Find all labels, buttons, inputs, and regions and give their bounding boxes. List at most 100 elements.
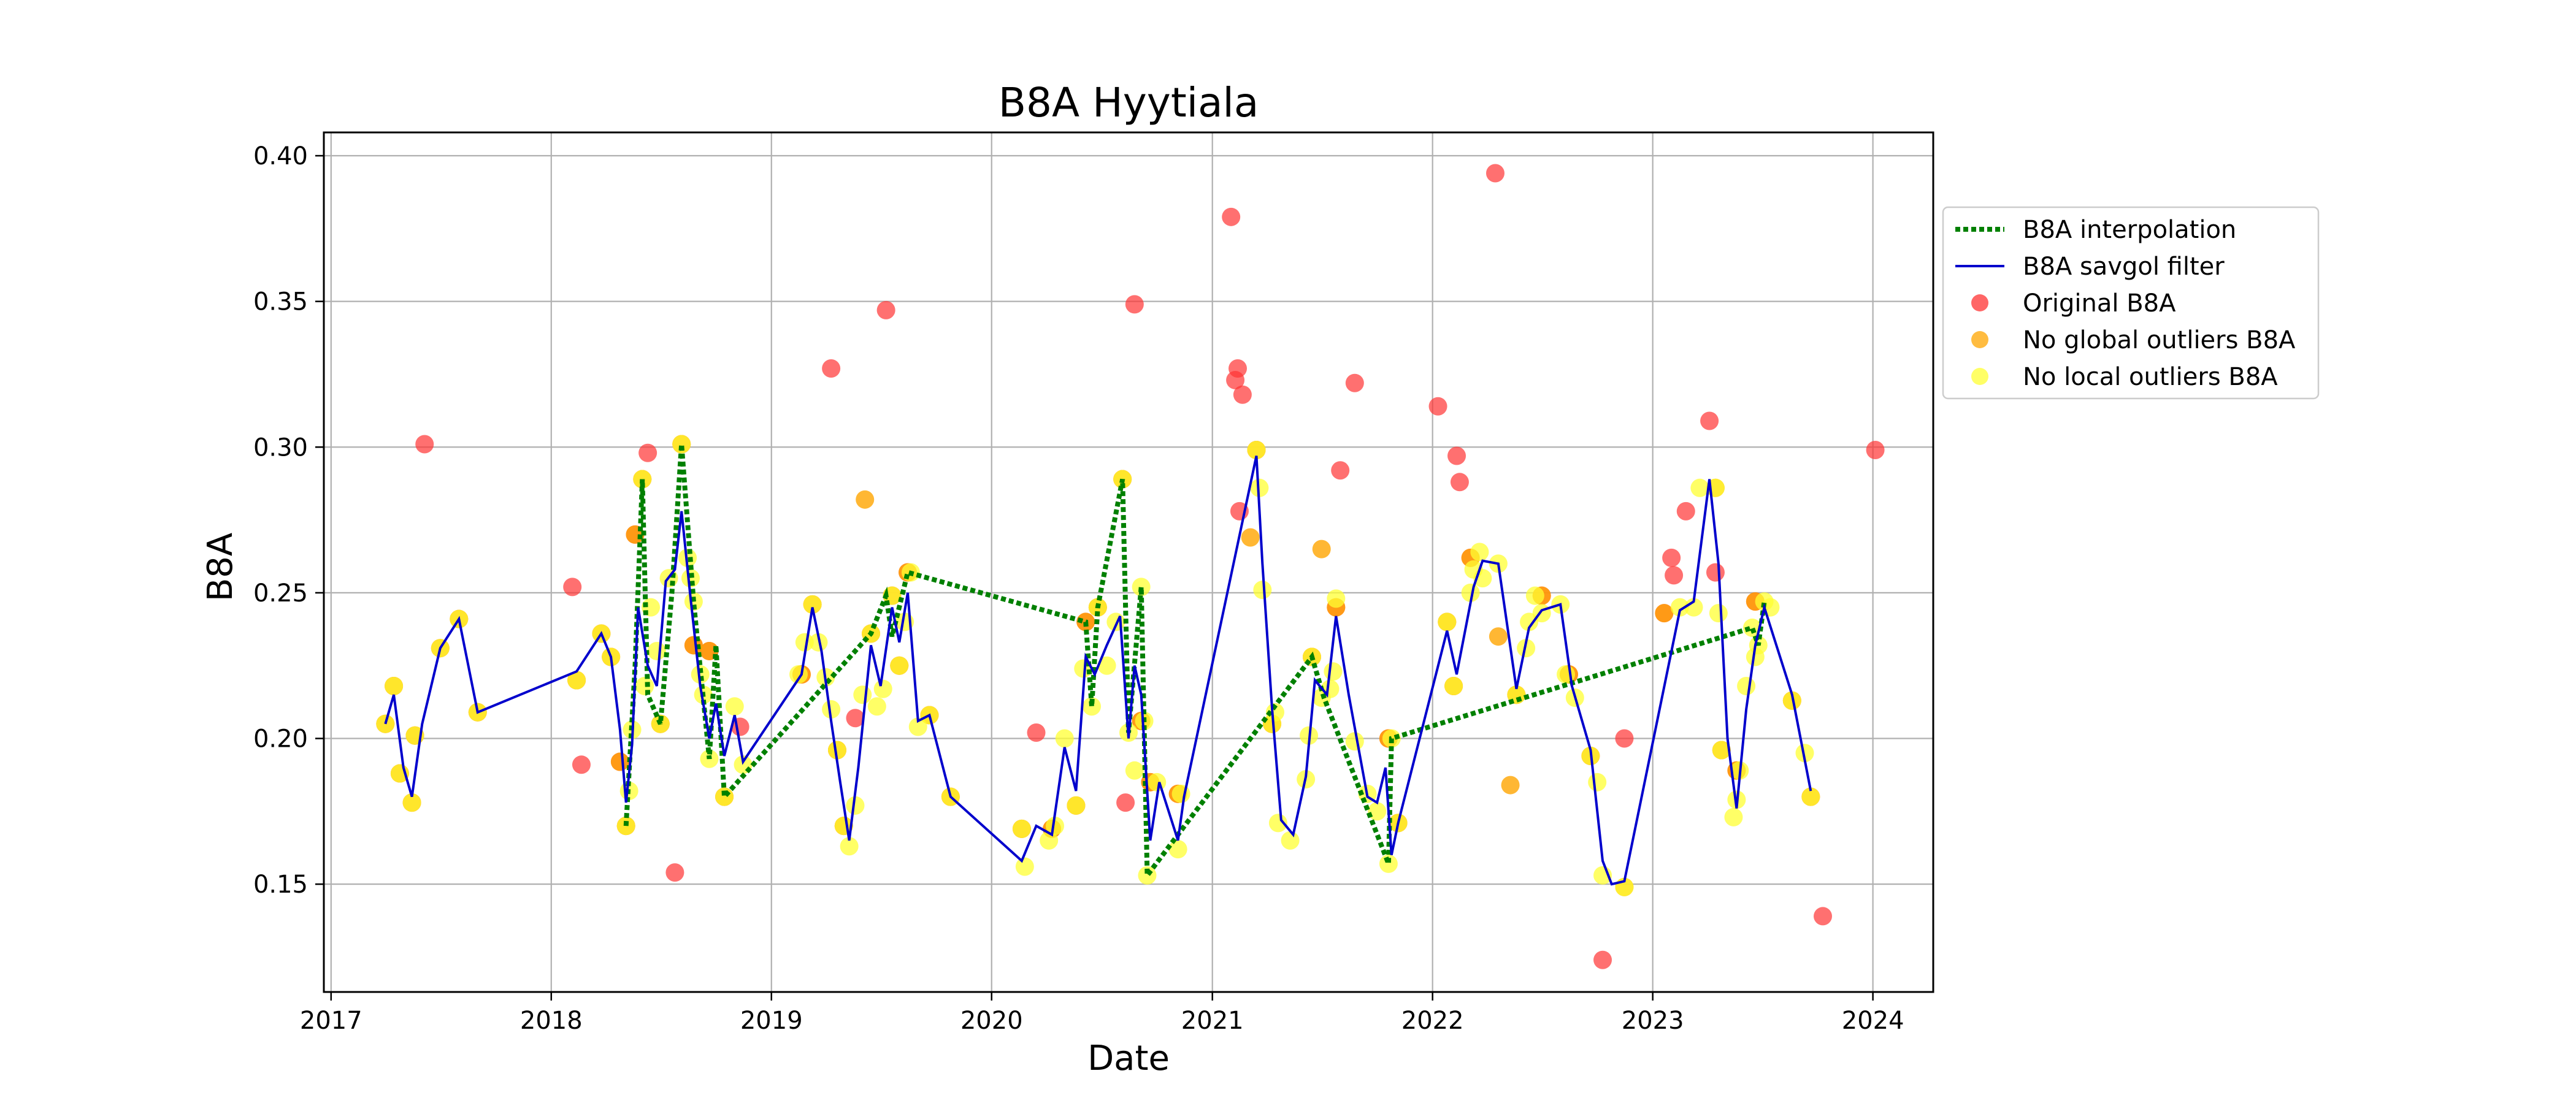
no-local-outliers-b8a-point — [1247, 441, 1266, 460]
original-b8a-point — [572, 755, 591, 774]
y-tick-label: 0.20 — [253, 725, 308, 753]
no-local-outliers-b8a-point — [853, 685, 872, 704]
original-b8a-point — [1814, 907, 1833, 926]
no-local-outliers-b8a-point — [1083, 697, 1102, 716]
no-local-outliers-b8a-point — [1324, 662, 1343, 681]
original-b8a-point — [1615, 729, 1634, 748]
no-local-outliers-b8a-point — [1690, 478, 1709, 497]
no-local-outliers-b8a-point — [1125, 761, 1144, 780]
no-local-outliers-b8a-point — [873, 679, 892, 698]
no-local-outliers-b8a-point — [1588, 772, 1607, 791]
no-local-outliers-b8a-point — [822, 700, 841, 719]
no-local-outliers-b8a-point — [672, 435, 691, 454]
original-b8a-point — [822, 359, 841, 378]
no-local-outliers-b8a-point — [1742, 618, 1761, 637]
no-local-outliers-b8a-point — [1046, 817, 1065, 836]
no-local-outliers-b8a-point — [890, 656, 909, 675]
original-b8a-point — [1665, 566, 1684, 585]
no-local-outliers-b8a-point — [1379, 854, 1398, 873]
original-b8a-point — [1593, 950, 1612, 969]
no-local-outliers-b8a-point — [1250, 478, 1269, 497]
no-local-outliers-b8a-point — [1067, 796, 1086, 815]
y-axis-title: B8A — [201, 533, 240, 601]
x-tick-label: 2024 — [1842, 1007, 1904, 1035]
no-local-outliers-b8a-point — [1684, 598, 1703, 617]
legend-label: B8A interpolation — [2023, 216, 2236, 244]
x-axis-title: Date — [1087, 1039, 1170, 1078]
no-local-outliers-b8a-point — [1670, 598, 1689, 617]
original-b8a-point — [1662, 548, 1681, 567]
no-local-outliers-b8a-point — [1327, 589, 1346, 608]
x-tick-label: 2021 — [1181, 1007, 1244, 1035]
no-local-outliers-b8a-point — [385, 676, 404, 695]
original-b8a-point — [665, 863, 684, 882]
b8a-savgol-line — [384, 456, 1812, 886]
no-local-outliers-b8a-point — [908, 717, 927, 736]
no-local-outliers-b8a-point — [827, 741, 846, 760]
legend-item: B8A savgol filter — [1955, 253, 2225, 281]
series-layer — [376, 164, 1885, 969]
no-local-outliers-b8a-point — [867, 697, 886, 716]
no-local-outliers-b8a-point — [681, 569, 700, 588]
no-local-outliers-b8a-point — [725, 697, 744, 716]
no-local-outliers-b8a-point — [1015, 857, 1034, 876]
no-local-outliers-b8a-point — [647, 641, 666, 660]
original-b8a-point — [1233, 385, 1252, 404]
original-b8a-point — [1345, 373, 1364, 392]
b8a-interpolation-line — [623, 444, 1767, 883]
y-tick-label: 0.40 — [253, 142, 308, 170]
legend-box — [1942, 206, 2320, 400]
no-local-outliers-b8a-point — [1253, 581, 1272, 600]
x-tick-label: 2020 — [960, 1007, 1023, 1035]
no-global-outliers-b8a-point — [856, 490, 875, 509]
no-local-outliers-b8a-point — [1801, 787, 1820, 806]
no-local-outliers-b8a-point — [715, 787, 734, 806]
no-local-outliers-b8a-point — [1281, 831, 1300, 850]
no-local-outliers-b8a-point — [1138, 866, 1157, 885]
no-local-outliers-b8a-point — [1737, 676, 1756, 695]
original-b8a-point — [1222, 207, 1241, 226]
no-local-outliers-b8a-point — [1265, 703, 1284, 722]
x-tick-label: 2023 — [1622, 1007, 1684, 1035]
y-tick-label: 0.30 — [253, 433, 308, 462]
original-b8a-point — [1676, 502, 1695, 521]
no-local-outliers-b8a-point — [1012, 819, 1031, 838]
no-local-outliers-b8a-point — [402, 793, 421, 812]
original-b8a-point — [638, 443, 657, 462]
original-b8a-point — [1428, 397, 1447, 416]
no-local-outliers-b8a-point — [840, 837, 859, 856]
y-tick-label: 0.25 — [253, 579, 308, 608]
no-local-outliers-b8a-point — [635, 676, 654, 695]
grid-layer — [324, 132, 1933, 992]
no-global-outliers-b8a-point — [1489, 627, 1508, 646]
plot-frame — [323, 131, 1934, 993]
no-global-outliers-b8a-point — [1655, 604, 1674, 623]
no-local-outliers-b8a-point — [1444, 676, 1463, 695]
original-b8a-point — [1125, 295, 1144, 314]
chart-title: B8A Hyytiala — [999, 79, 1259, 126]
no-local-outliers-b8a-point — [1795, 744, 1814, 763]
original-b8a-point — [1706, 563, 1725, 582]
original-b8a-point — [1700, 411, 1719, 430]
legend-label: B8A savgol filter — [2023, 253, 2225, 281]
no-local-outliers-b8a-point — [846, 796, 865, 815]
no-local-outliers-b8a-point — [1040, 831, 1059, 850]
no-local-outliers-b8a-point — [691, 665, 710, 684]
original-b8a-point — [1116, 793, 1135, 812]
legend-label: No global outliers B8A — [2023, 326, 2296, 354]
legend-marker — [1971, 331, 1988, 348]
original-b8a-point — [1866, 441, 1885, 460]
x-tick-label: 2018 — [520, 1007, 583, 1035]
original-b8a-point — [1027, 723, 1046, 742]
no-local-outliers-b8a-point — [1525, 586, 1544, 605]
original-b8a-point — [1331, 461, 1350, 480]
no-local-outliers-b8a-point — [1724, 807, 1743, 826]
legend-label: No local outliers B8A — [2023, 363, 2278, 391]
no-local-outliers-b8a-point — [1055, 729, 1074, 748]
legend-item: No global outliers B8A — [1971, 326, 2296, 354]
legend-label: Original B8A — [2023, 289, 2176, 318]
no-local-outliers-b8a-point — [803, 595, 822, 614]
legend-item: B8A interpolation — [1955, 216, 2236, 244]
no-local-outliers-b8a-point — [567, 671, 586, 690]
